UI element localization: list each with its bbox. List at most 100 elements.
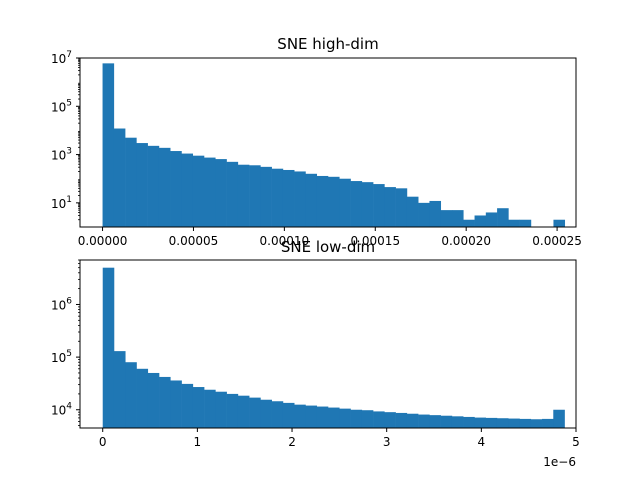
x-tick-label: 0.00010 xyxy=(260,234,310,248)
histogram-bar xyxy=(530,419,543,428)
histogram-bar xyxy=(553,219,566,227)
top-axes-frame xyxy=(79,57,577,228)
histogram-bar xyxy=(339,408,351,428)
histogram-bar xyxy=(485,417,498,428)
histogram-bar xyxy=(474,215,487,227)
x-tick-label: 0 xyxy=(99,435,107,449)
histogram-bar xyxy=(170,151,182,227)
histogram-bar xyxy=(181,383,194,428)
histogram-bar xyxy=(328,176,340,227)
histogram-bar xyxy=(158,147,171,227)
histogram-bar xyxy=(496,418,509,428)
x-tick-label: 0.00000 xyxy=(78,234,128,248)
y-tick-label: 101 xyxy=(51,195,72,211)
histogram-bar xyxy=(237,395,250,428)
histogram-bar xyxy=(485,212,498,227)
y-tick-label: 105 xyxy=(51,349,72,365)
bottom-axes-frame xyxy=(79,259,577,429)
histogram-bar xyxy=(237,164,250,227)
histogram-bar xyxy=(271,168,284,227)
histogram-bar xyxy=(508,418,520,428)
histogram-bar xyxy=(226,161,239,227)
histogram-bar xyxy=(519,219,532,227)
x-tick-label: 1 xyxy=(194,435,202,449)
histogram-bar xyxy=(316,406,329,428)
histogram-bar xyxy=(384,187,396,227)
bottom-x-offset-text: 1e−6 xyxy=(543,455,576,469)
top-x-ticks: 0.00000 0.00005 0.00010 0.00015 0.00020 0.000… xyxy=(78,227,582,248)
histogram-bar xyxy=(249,397,261,428)
histogram-bar xyxy=(418,414,430,428)
bottom-x-ticks: 0 1 2 3 4 5 xyxy=(99,428,580,449)
histogram-bar xyxy=(260,399,272,428)
histogram-bar xyxy=(204,389,216,428)
histogram-bar xyxy=(519,418,532,428)
x-tick-label: 4 xyxy=(478,435,486,449)
histogram-bar xyxy=(282,169,295,227)
top-subplot: SNE high-dim 0.00000 0.00005 0.00010 0.0001… xyxy=(51,35,582,248)
histogram-bar xyxy=(147,145,160,227)
histogram-bar xyxy=(361,182,374,227)
histogram-bar xyxy=(440,210,453,227)
histogram-bar xyxy=(305,405,318,428)
bottom-y-ticks: 104 105 106 xyxy=(51,259,80,426)
histogram-bar xyxy=(440,415,453,428)
histogram-bar xyxy=(350,409,363,428)
bottom-chart-title: SNE low-dim xyxy=(281,238,375,256)
histogram-bar xyxy=(136,143,148,227)
bottom-subplot: SNE low-dim 0 1 2 3 4 5 104 105 106 1e−6 xyxy=(51,238,580,469)
histogram-bar xyxy=(170,380,182,428)
histogram-bar xyxy=(249,165,261,227)
histogram-bar xyxy=(339,178,351,227)
x-tick-label: 3 xyxy=(383,435,391,449)
histogram-bar xyxy=(542,418,554,428)
histogram-bar xyxy=(294,171,306,227)
x-tick-label: 0.00005 xyxy=(169,234,219,248)
histogram-bar xyxy=(102,63,115,227)
histogram-bar xyxy=(373,184,385,227)
histogram-bar xyxy=(136,368,149,428)
histogram-bar xyxy=(373,411,385,428)
histogram-bar xyxy=(406,196,419,227)
histogram-bar xyxy=(553,409,565,428)
top-bars xyxy=(102,63,566,227)
top-y-ticks: 101 103 105 107 xyxy=(51,50,80,221)
x-tick-label: 0.00015 xyxy=(350,234,400,248)
histogram-bar xyxy=(463,416,475,428)
bottom-bars xyxy=(102,267,565,428)
histogram-bar xyxy=(204,157,216,227)
histogram-bar xyxy=(192,155,205,227)
x-tick-label: 0.00025 xyxy=(532,234,582,248)
histogram-bar xyxy=(474,417,486,428)
histogram-bar xyxy=(384,412,396,428)
x-tick-label: 0.00020 xyxy=(441,234,491,248)
histogram-bar xyxy=(452,210,464,227)
histogram-bar xyxy=(316,175,329,227)
histogram-bar xyxy=(429,415,441,428)
histogram-bar xyxy=(113,128,126,227)
x-tick-label: 2 xyxy=(288,435,296,449)
histogram-bar xyxy=(361,410,374,428)
histogram-bar xyxy=(395,188,408,227)
histogram-bar xyxy=(395,412,408,428)
histogram-bar xyxy=(418,202,430,227)
y-tick-label: 106 xyxy=(51,296,72,312)
histogram-bar xyxy=(497,208,509,227)
histogram-bar xyxy=(260,166,272,227)
y-tick-label: 104 xyxy=(51,402,72,418)
histogram-bar xyxy=(226,393,239,428)
histogram-bar xyxy=(215,391,227,428)
histogram-bar xyxy=(508,219,520,227)
histogram-bar xyxy=(305,173,318,227)
histogram-bar xyxy=(113,351,126,428)
histogram-bar xyxy=(147,372,160,428)
histogram-bar xyxy=(181,153,194,227)
histogram-bar xyxy=(429,200,442,227)
x-tick-label: 5 xyxy=(572,435,580,449)
histogram-bar xyxy=(125,137,137,227)
histogram-bar xyxy=(406,413,419,428)
histogram-bar xyxy=(125,362,137,428)
y-tick-label: 107 xyxy=(51,50,72,66)
y-tick-label: 105 xyxy=(51,98,72,114)
